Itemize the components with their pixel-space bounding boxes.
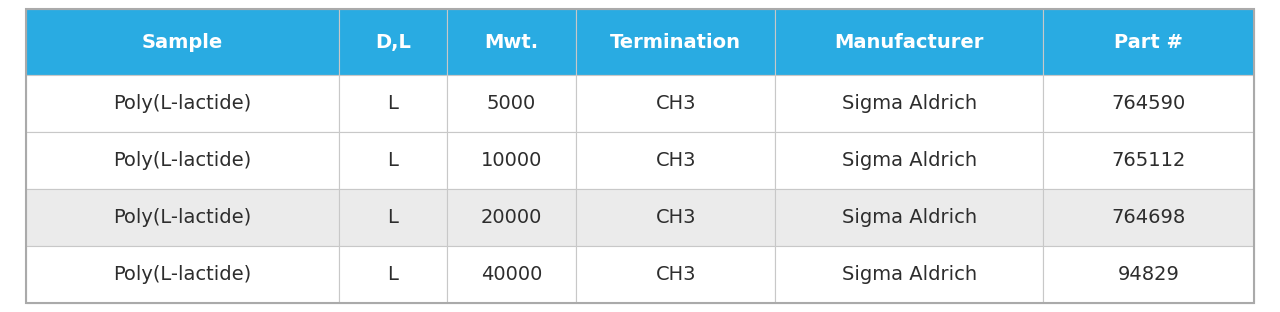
Bar bbox=[447, 132, 576, 189]
Bar bbox=[447, 76, 576, 132]
Text: Sigma Aldrich: Sigma Aldrich bbox=[841, 208, 977, 227]
Text: L: L bbox=[388, 265, 398, 284]
Text: 20000: 20000 bbox=[481, 208, 543, 227]
Bar bbox=[26, 9, 339, 76]
Text: Poly(L-lactide): Poly(L-lactide) bbox=[113, 265, 251, 284]
Text: Sigma Aldrich: Sigma Aldrich bbox=[841, 265, 977, 284]
Text: Sigma Aldrich: Sigma Aldrich bbox=[841, 151, 977, 170]
Bar bbox=[339, 189, 447, 246]
Bar bbox=[576, 9, 776, 76]
Bar bbox=[776, 9, 1043, 76]
Bar bbox=[1043, 189, 1254, 246]
Bar bbox=[776, 132, 1043, 189]
Bar bbox=[26, 76, 339, 132]
Bar bbox=[26, 189, 339, 246]
Text: CH3: CH3 bbox=[655, 208, 696, 227]
Bar bbox=[339, 76, 447, 132]
Bar bbox=[1043, 132, 1254, 189]
Bar bbox=[339, 246, 447, 303]
Text: Termination: Termination bbox=[611, 33, 741, 52]
Bar bbox=[26, 246, 339, 303]
Bar bbox=[339, 132, 447, 189]
Text: Poly(L-lactide): Poly(L-lactide) bbox=[113, 151, 251, 170]
Text: CH3: CH3 bbox=[655, 151, 696, 170]
Bar bbox=[339, 9, 447, 76]
Text: CH3: CH3 bbox=[655, 94, 696, 113]
Bar bbox=[576, 132, 776, 189]
Bar bbox=[576, 189, 776, 246]
Text: D,L: D,L bbox=[375, 33, 411, 52]
Bar bbox=[776, 189, 1043, 246]
Text: Manufacturer: Manufacturer bbox=[835, 33, 984, 52]
Bar bbox=[776, 246, 1043, 303]
Bar bbox=[1043, 9, 1254, 76]
Text: L: L bbox=[388, 94, 398, 113]
Text: Poly(L-lactide): Poly(L-lactide) bbox=[113, 208, 251, 227]
Text: 764698: 764698 bbox=[1111, 208, 1185, 227]
Text: 40000: 40000 bbox=[481, 265, 543, 284]
Bar bbox=[26, 132, 339, 189]
Text: Sample: Sample bbox=[142, 33, 223, 52]
Text: 10000: 10000 bbox=[481, 151, 543, 170]
Text: 94829: 94829 bbox=[1117, 265, 1180, 284]
Text: L: L bbox=[388, 208, 398, 227]
Bar bbox=[576, 76, 776, 132]
Bar bbox=[1043, 76, 1254, 132]
Text: 5000: 5000 bbox=[486, 94, 536, 113]
Bar bbox=[447, 246, 576, 303]
Text: Sigma Aldrich: Sigma Aldrich bbox=[841, 94, 977, 113]
Bar bbox=[1043, 246, 1254, 303]
Bar bbox=[576, 246, 776, 303]
Bar bbox=[447, 189, 576, 246]
Text: Part #: Part # bbox=[1114, 33, 1183, 52]
Text: CH3: CH3 bbox=[655, 265, 696, 284]
Text: L: L bbox=[388, 151, 398, 170]
Text: Mwt.: Mwt. bbox=[485, 33, 539, 52]
Text: Poly(L-lactide): Poly(L-lactide) bbox=[113, 94, 251, 113]
Text: 765112: 765112 bbox=[1111, 151, 1185, 170]
Text: 764590: 764590 bbox=[1111, 94, 1185, 113]
Bar bbox=[776, 76, 1043, 132]
Bar bbox=[447, 9, 576, 76]
